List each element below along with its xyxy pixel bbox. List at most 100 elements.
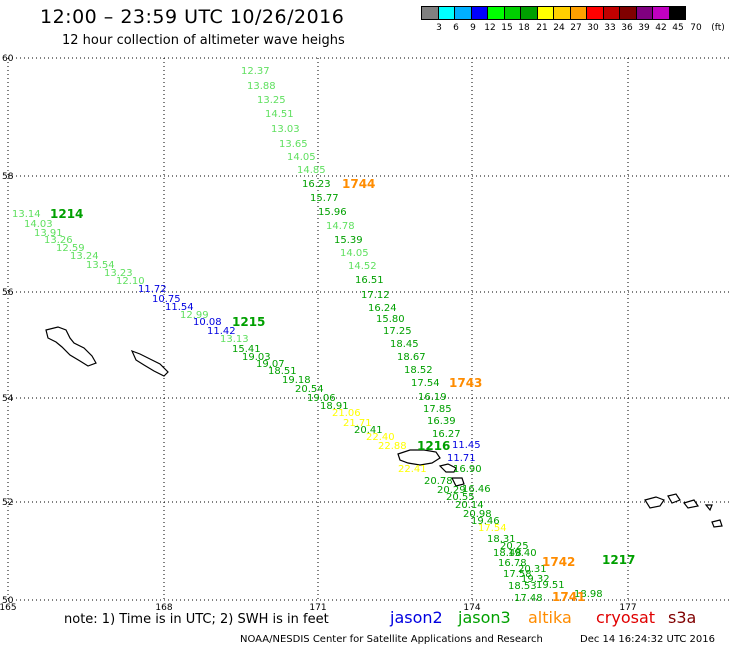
- mission-jason2: jason2: [390, 608, 443, 627]
- swh-value: 16.78: [498, 558, 527, 569]
- swh-value: 17.25: [383, 326, 412, 337]
- page-title: 12:00 – 23:59 UTC 10/26/2016: [40, 6, 345, 28]
- landmass: [644, 496, 665, 509]
- swh-value: 16.46: [462, 484, 491, 495]
- swh-value: 12.99: [180, 310, 209, 321]
- swh-value: 19.06: [307, 393, 336, 404]
- swh-value: 12.10: [116, 276, 145, 287]
- mission-s3a: s3a: [668, 608, 697, 627]
- swh-value: 15.39: [334, 235, 363, 246]
- swh-value: 20.29: [437, 485, 466, 496]
- swh-value: 20.41: [354, 425, 383, 436]
- swh-value: 18.48: [493, 548, 522, 559]
- swh-value: 21.71: [343, 418, 372, 429]
- page-subtitle: 12 hour collection of altimeter wave hei…: [62, 33, 345, 48]
- lat-label: 50: [2, 596, 14, 606]
- swh-value: 21.06: [332, 408, 361, 419]
- swh-value: 18.91: [320, 401, 349, 412]
- legend-label: 30: [587, 23, 599, 33]
- swh-value: 14.85: [297, 165, 326, 176]
- mission-altika: altika: [528, 608, 572, 627]
- legend-label: 33: [604, 23, 616, 33]
- legend-label: 9: [470, 23, 476, 33]
- swh-value: 19.46: [471, 516, 500, 527]
- swh-value: 18.45: [390, 339, 419, 350]
- swh-value: 13.65: [279, 139, 308, 150]
- lon-label: 171: [309, 603, 326, 613]
- swh-value: 17.54: [411, 378, 440, 389]
- legend-label: 15: [501, 23, 513, 33]
- mission-jason3: jason3: [458, 608, 511, 627]
- legend-label: (ft): [711, 23, 725, 33]
- swh-value: 11.42: [207, 326, 236, 337]
- track-time-label: 1217: [602, 553, 635, 567]
- legend-label: 36: [621, 23, 633, 33]
- legend-label: 18: [518, 23, 530, 33]
- legend-label: 21: [536, 23, 548, 33]
- color-legend-labels: 3 6 9 12 15 18 21 24 27 30 33 36 39 42 45 70 (ft): [422, 23, 740, 35]
- swh-value: 13.88: [247, 81, 276, 92]
- lon-label: 165: [0, 603, 17, 613]
- legend-label: 42: [655, 23, 667, 33]
- lat-label: 52: [2, 498, 13, 508]
- color-legend: [421, 6, 686, 20]
- swh-value: 15.80: [376, 314, 405, 325]
- legend-label: 3: [436, 23, 442, 33]
- swh-value: 10.08: [193, 317, 222, 328]
- swh-value: 11.54: [165, 302, 194, 313]
- legend-label: 70: [690, 23, 702, 33]
- lon-label: 177: [619, 603, 636, 613]
- track-time-label: 1216: [417, 439, 450, 453]
- swh-value: 20.55: [446, 492, 475, 503]
- generated-timestamp: Dec 14 16:24:32 UTC 2016: [580, 634, 715, 645]
- swh-value: 15.96: [318, 207, 347, 218]
- swh-value: 16.39: [427, 416, 456, 427]
- swh-value: 14.03: [24, 219, 53, 230]
- swh-value: 11.72: [138, 284, 167, 295]
- swh-value: 12.59: [56, 243, 85, 254]
- legend-label: 45: [672, 23, 684, 33]
- swh-value: 15.77: [310, 193, 339, 204]
- landmass: [45, 326, 97, 367]
- swh-value: 13.25: [257, 95, 286, 106]
- map-landmasses: [45, 326, 723, 528]
- swh-value: 18.98: [574, 589, 603, 600]
- landmass: [667, 493, 681, 504]
- swh-value: 18.51: [268, 366, 297, 377]
- swh-value: 16.27: [432, 429, 461, 440]
- landmass: [130, 349, 169, 377]
- track-time-label: 1741: [552, 590, 585, 604]
- swh-value: 22.40: [366, 432, 395, 443]
- credit-line: NOAA/NESDIS Center for Satellite Applica…: [240, 634, 543, 645]
- swh-value: 14.05: [287, 152, 316, 163]
- swh-value: 18.67: [397, 352, 426, 363]
- swh-value: 13.54: [86, 260, 115, 271]
- swh-value: 19.18: [282, 375, 311, 386]
- swh-value: 13.23: [104, 268, 133, 279]
- swh-value: 22.41: [398, 464, 427, 475]
- track-time-label: 1214: [50, 207, 83, 221]
- swh-value: 13.26: [44, 235, 73, 246]
- swh-value: 22.88: [378, 441, 407, 452]
- landmass: [397, 449, 441, 466]
- swh-value: 10.75: [152, 294, 181, 305]
- swh-value: 18.52: [404, 365, 433, 376]
- legend-label: 6: [453, 23, 459, 33]
- swh-value: 12.37: [241, 66, 270, 77]
- swh-value: 16.51: [355, 275, 384, 286]
- swh-value: 20.54: [295, 384, 324, 395]
- swh-value: 16.90: [453, 464, 482, 475]
- swh-value: 13.03: [271, 124, 300, 135]
- swh-value: 14.78: [326, 221, 355, 232]
- swh-value: 16.19: [418, 392, 447, 403]
- swh-value: 20.31: [518, 564, 547, 575]
- swh-value: 11.45: [452, 440, 481, 451]
- swh-value: 17.54: [478, 523, 507, 534]
- track-time-label: 1744: [342, 177, 375, 191]
- swh-value: 15.41: [232, 344, 261, 355]
- lat-label: 54: [2, 394, 14, 404]
- swh-value: 14.51: [265, 109, 294, 120]
- landmass: [704, 504, 713, 512]
